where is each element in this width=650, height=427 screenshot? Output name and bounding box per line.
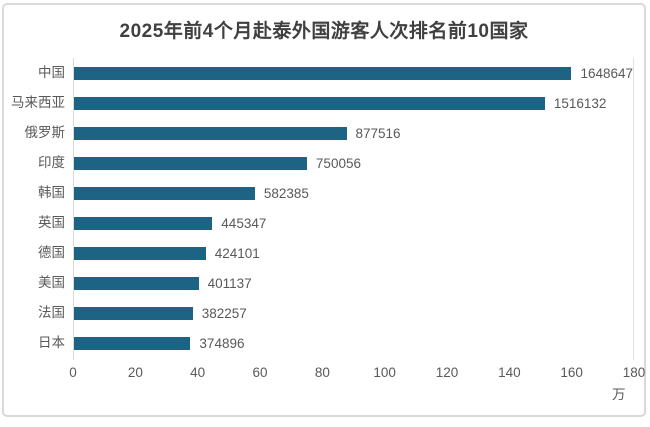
value-label: 582385 bbox=[263, 185, 309, 201]
bar bbox=[74, 186, 255, 200]
bar-row: 马来西亚 1516132 bbox=[11, 88, 633, 118]
bar-rows-container: 中国 1648647 马来西亚 1516132 俄罗斯 877516 印度 750056 韩国 5… bbox=[11, 58, 633, 358]
x-tick-label: 180 bbox=[622, 365, 646, 380]
bar-row: 韩国 582385 bbox=[38, 178, 633, 208]
category-label: 英国 bbox=[38, 215, 65, 230]
bar-row: 日本 374896 bbox=[38, 328, 633, 358]
category-label: 俄罗斯 bbox=[24, 125, 66, 140]
bar-row: 俄罗斯 877516 bbox=[25, 118, 633, 148]
bar bbox=[74, 126, 347, 140]
value-label: 382257 bbox=[201, 305, 247, 321]
bar bbox=[74, 336, 191, 350]
value-label: 445347 bbox=[221, 215, 267, 231]
bar bbox=[74, 66, 572, 80]
chart-title: 2025年前4个月赴泰外国游客人次排名前10国家 bbox=[119, 21, 529, 42]
value-label: 877516 bbox=[355, 125, 401, 141]
value-label: 750056 bbox=[315, 155, 361, 171]
bar bbox=[74, 246, 206, 260]
x-tick-label: 120 bbox=[435, 365, 459, 380]
value-label: 1648647 bbox=[580, 65, 633, 81]
bar-row: 法国 382257 bbox=[38, 298, 633, 328]
bar bbox=[74, 96, 545, 110]
x-axis: 0 20 40 60 80 100 120 140 160 180 bbox=[69, 365, 645, 381]
bar-row: 英国 445347 bbox=[38, 208, 633, 238]
plot-area: 中国 1648647 马来西亚 1516132 俄罗斯 877516 印度 750056 韩国 5… bbox=[11, 58, 634, 360]
value-label: 424101 bbox=[214, 245, 260, 261]
x-tick-label: 40 bbox=[190, 365, 206, 380]
x-tick-label: 20 bbox=[127, 365, 143, 380]
x-tick-label: 160 bbox=[560, 365, 583, 380]
category-label: 中国 bbox=[38, 65, 65, 80]
x-tick-label: 60 bbox=[252, 365, 268, 380]
category-label: 德国 bbox=[38, 245, 65, 260]
bar bbox=[74, 216, 213, 230]
x-tick-label: 100 bbox=[373, 365, 396, 380]
category-label: 印度 bbox=[38, 155, 65, 170]
bar bbox=[74, 306, 193, 320]
bar bbox=[74, 276, 199, 290]
bar-row: 德国 424101 bbox=[38, 238, 633, 268]
category-label: 法国 bbox=[38, 305, 65, 320]
x-axis-unit-label: 万 bbox=[612, 387, 626, 402]
x-tick-label: 0 bbox=[69, 365, 77, 380]
x-tick-label: 140 bbox=[498, 365, 521, 380]
value-label: 1516132 bbox=[553, 95, 607, 111]
bar-row: 印度 750056 bbox=[38, 148, 633, 178]
category-label: 日本 bbox=[38, 335, 65, 350]
category-label: 马来西亚 bbox=[11, 95, 65, 110]
category-label: 美国 bbox=[38, 275, 65, 290]
bar-row: 美国 401137 bbox=[38, 268, 633, 298]
value-label: 374896 bbox=[199, 335, 245, 351]
bar bbox=[74, 156, 307, 170]
category-label: 韩国 bbox=[38, 185, 65, 200]
value-label: 401137 bbox=[207, 275, 252, 291]
chart-card: 2025年前4个月赴泰外国游客人次排名前10国家 中国 1648647 马来西亚 15… bbox=[2, 3, 646, 417]
x-tick-label: 80 bbox=[314, 365, 330, 380]
bar-row: 中国 1648647 bbox=[38, 58, 633, 88]
